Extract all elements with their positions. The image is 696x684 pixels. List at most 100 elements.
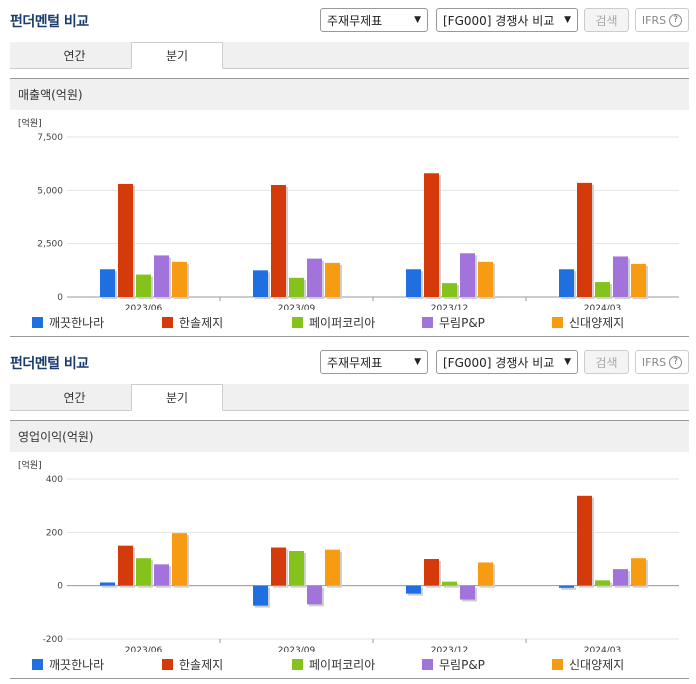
legend-label: 신대양제지 — [569, 658, 625, 672]
panel-header: 펀더멘털 비교 주재무제표 ▼ [FG000] 경쟁사 비교 ▼ 검색 IFRS… — [0, 342, 696, 378]
panel-bottom-border — [10, 678, 689, 679]
ifrs-label: IFRS — [641, 355, 667, 369]
legend-item: 깨끗한나라 — [32, 656, 104, 673]
chevron-down-icon: ▼ — [414, 357, 421, 367]
y-tick-label: 200 — [46, 528, 63, 538]
search-button[interactable]: 검색 — [584, 8, 629, 32]
question-circle-icon: ? — [669, 13, 683, 27]
bar — [577, 495, 592, 586]
bar — [253, 270, 268, 297]
bar — [289, 277, 304, 297]
fundamental-panel-1: 펀더멘털 비교 주재무제표 ▼ [FG000] 경쟁사 비교 ▼ 검색 IFRS… — [0, 0, 696, 337]
legend-label: 페이퍼코리아 — [309, 316, 376, 330]
legend-label: 한솔제지 — [179, 658, 224, 672]
search-button[interactable]: 검색 — [584, 350, 629, 374]
legend-item: 무림P&P — [422, 656, 485, 673]
ifrs-help-button[interactable]: IFRS ? — [635, 8, 689, 32]
ifrs-label: IFRS — [641, 13, 667, 27]
period-tabs: 연간 분기 — [10, 42, 689, 69]
legend-swatch — [552, 659, 563, 670]
statement-select[interactable]: 주재무제표 ▼ — [320, 8, 428, 32]
chart-legend: 깨끗한나라 한솔제지 페이퍼코리아 무림P&P 신대양제지 — [10, 312, 689, 334]
compare-select-value: [FG000] 경쟁사 비교 — [443, 13, 555, 28]
legend-swatch — [162, 317, 173, 328]
bar — [595, 282, 610, 297]
compare-select-value: [FG000] 경쟁사 비교 — [443, 355, 555, 370]
chevron-down-icon: ▼ — [414, 15, 421, 25]
bar — [595, 580, 610, 586]
x-tick-label: 2023/12 — [431, 646, 468, 652]
bar — [100, 269, 115, 297]
bar — [442, 283, 457, 297]
bar — [307, 585, 322, 605]
bar — [424, 559, 439, 586]
bar — [613, 256, 628, 297]
period-tabs: 연간 분기 — [10, 384, 689, 411]
bar — [154, 255, 169, 297]
legend-item: 무림P&P — [422, 314, 485, 331]
legend-item: 페이퍼코리아 — [292, 314, 375, 331]
statement-select[interactable]: 주재무제표 ▼ — [320, 350, 428, 374]
revenue-bar-chart: [억원] 0 2,500 5,000 7,500 2023/06 2023/09 2023/1… — [18, 117, 679, 310]
legend-swatch — [292, 659, 303, 670]
x-tick-label: 2023/06 — [125, 646, 163, 652]
x-tick-label: 2023/09 — [278, 646, 316, 652]
legend-swatch — [422, 317, 433, 328]
unit-label: [억원] — [18, 459, 42, 471]
bar — [118, 545, 133, 586]
legend-item: 신대양제지 — [552, 656, 624, 673]
bar — [136, 558, 151, 586]
bar — [406, 585, 421, 594]
bar — [325, 549, 340, 586]
y-tick-label: 0 — [57, 582, 63, 592]
x-tick-label: 2023/12 — [431, 304, 468, 310]
question-circle-icon: ? — [669, 355, 683, 369]
legend-swatch — [32, 659, 43, 670]
bar — [460, 253, 475, 297]
tab-annual[interactable]: 연간 — [63, 391, 86, 405]
bar — [631, 263, 646, 297]
bar — [577, 182, 592, 297]
legend-swatch — [422, 659, 433, 670]
legend-item: 깨끗한나라 — [32, 314, 104, 331]
tab-quarterly[interactable]: 분기 — [131, 384, 223, 411]
compare-select[interactable]: [FG000] 경쟁사 비교 ▼ — [436, 350, 578, 374]
chevron-down-icon: ▼ — [564, 15, 571, 25]
statement-select-value: 주재무제표 — [327, 355, 383, 370]
bar — [559, 269, 574, 297]
y-tick-label: 400 — [46, 475, 63, 485]
chevron-down-icon: ▼ — [564, 357, 571, 367]
chart-subtitle: 매출액(억원) — [10, 78, 689, 110]
legend-label: 신대양제지 — [569, 316, 625, 330]
bar — [100, 582, 115, 586]
bar — [478, 562, 493, 586]
chart-legend: 깨끗한나라 한솔제지 페이퍼코리아 무림P&P 신대양제지 — [10, 654, 689, 676]
bar — [289, 551, 304, 586]
legend-item: 페이퍼코리아 — [292, 656, 375, 673]
y-tick-label: 7,500 — [37, 133, 63, 143]
bar-shadow — [102, 584, 117, 588]
compare-select[interactable]: [FG000] 경쟁사 비교 ▼ — [436, 8, 578, 32]
panel-bottom-border — [10, 336, 689, 337]
bar — [424, 173, 439, 297]
y-tick-label: 2,500 — [37, 240, 63, 250]
bar — [631, 558, 646, 586]
legend-label: 무림P&P — [439, 316, 485, 330]
legend-swatch — [552, 317, 563, 328]
bar — [559, 585, 574, 588]
y-tick-label: -200 — [43, 635, 64, 645]
x-tick-label: 2024/03 — [584, 646, 621, 652]
y-tick-label: 5,000 — [37, 186, 63, 196]
bar — [271, 185, 286, 297]
bar — [136, 274, 151, 297]
bar — [406, 269, 421, 297]
ifrs-help-button[interactable]: IFRS ? — [635, 350, 689, 374]
bar — [154, 564, 169, 586]
tab-quarterly[interactable]: 분기 — [131, 42, 223, 69]
legend-item: 신대양제지 — [552, 314, 624, 331]
operating-profit-bar-chart: [억원] -200 0 200 400 2023/06 2023/09 2023/12 2024… — [18, 459, 679, 652]
tab-annual[interactable]: 연간 — [63, 49, 86, 63]
panel-title: 펀더멘털 비교 — [10, 356, 89, 372]
statement-select-value: 주재무제표 — [327, 13, 383, 28]
bar — [613, 569, 628, 586]
